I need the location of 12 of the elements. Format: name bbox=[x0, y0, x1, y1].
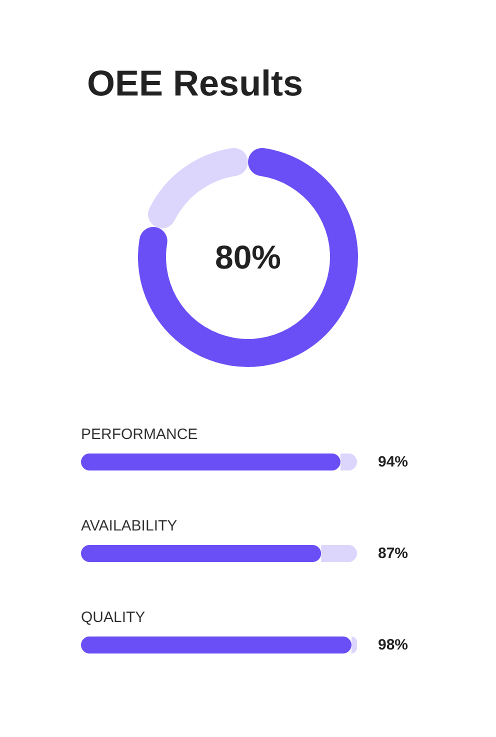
bar bbox=[321, 545, 357, 562]
data-label: 80% bbox=[214, 238, 282, 276]
data-label: 94% bbox=[378, 454, 408, 470]
data-label: 98% bbox=[378, 636, 408, 654]
bar bbox=[81, 454, 340, 470]
y-tick-label: PERFORMANCE bbox=[81, 426, 198, 443]
chart-title: OEE Results bbox=[87, 62, 304, 104]
y-tick-label: QUALITY bbox=[81, 609, 146, 626]
bar bbox=[81, 545, 322, 562]
bar bbox=[81, 636, 352, 654]
y-tick-label: AVAILABILITY bbox=[81, 518, 178, 534]
data-label: 87% bbox=[378, 545, 408, 562]
